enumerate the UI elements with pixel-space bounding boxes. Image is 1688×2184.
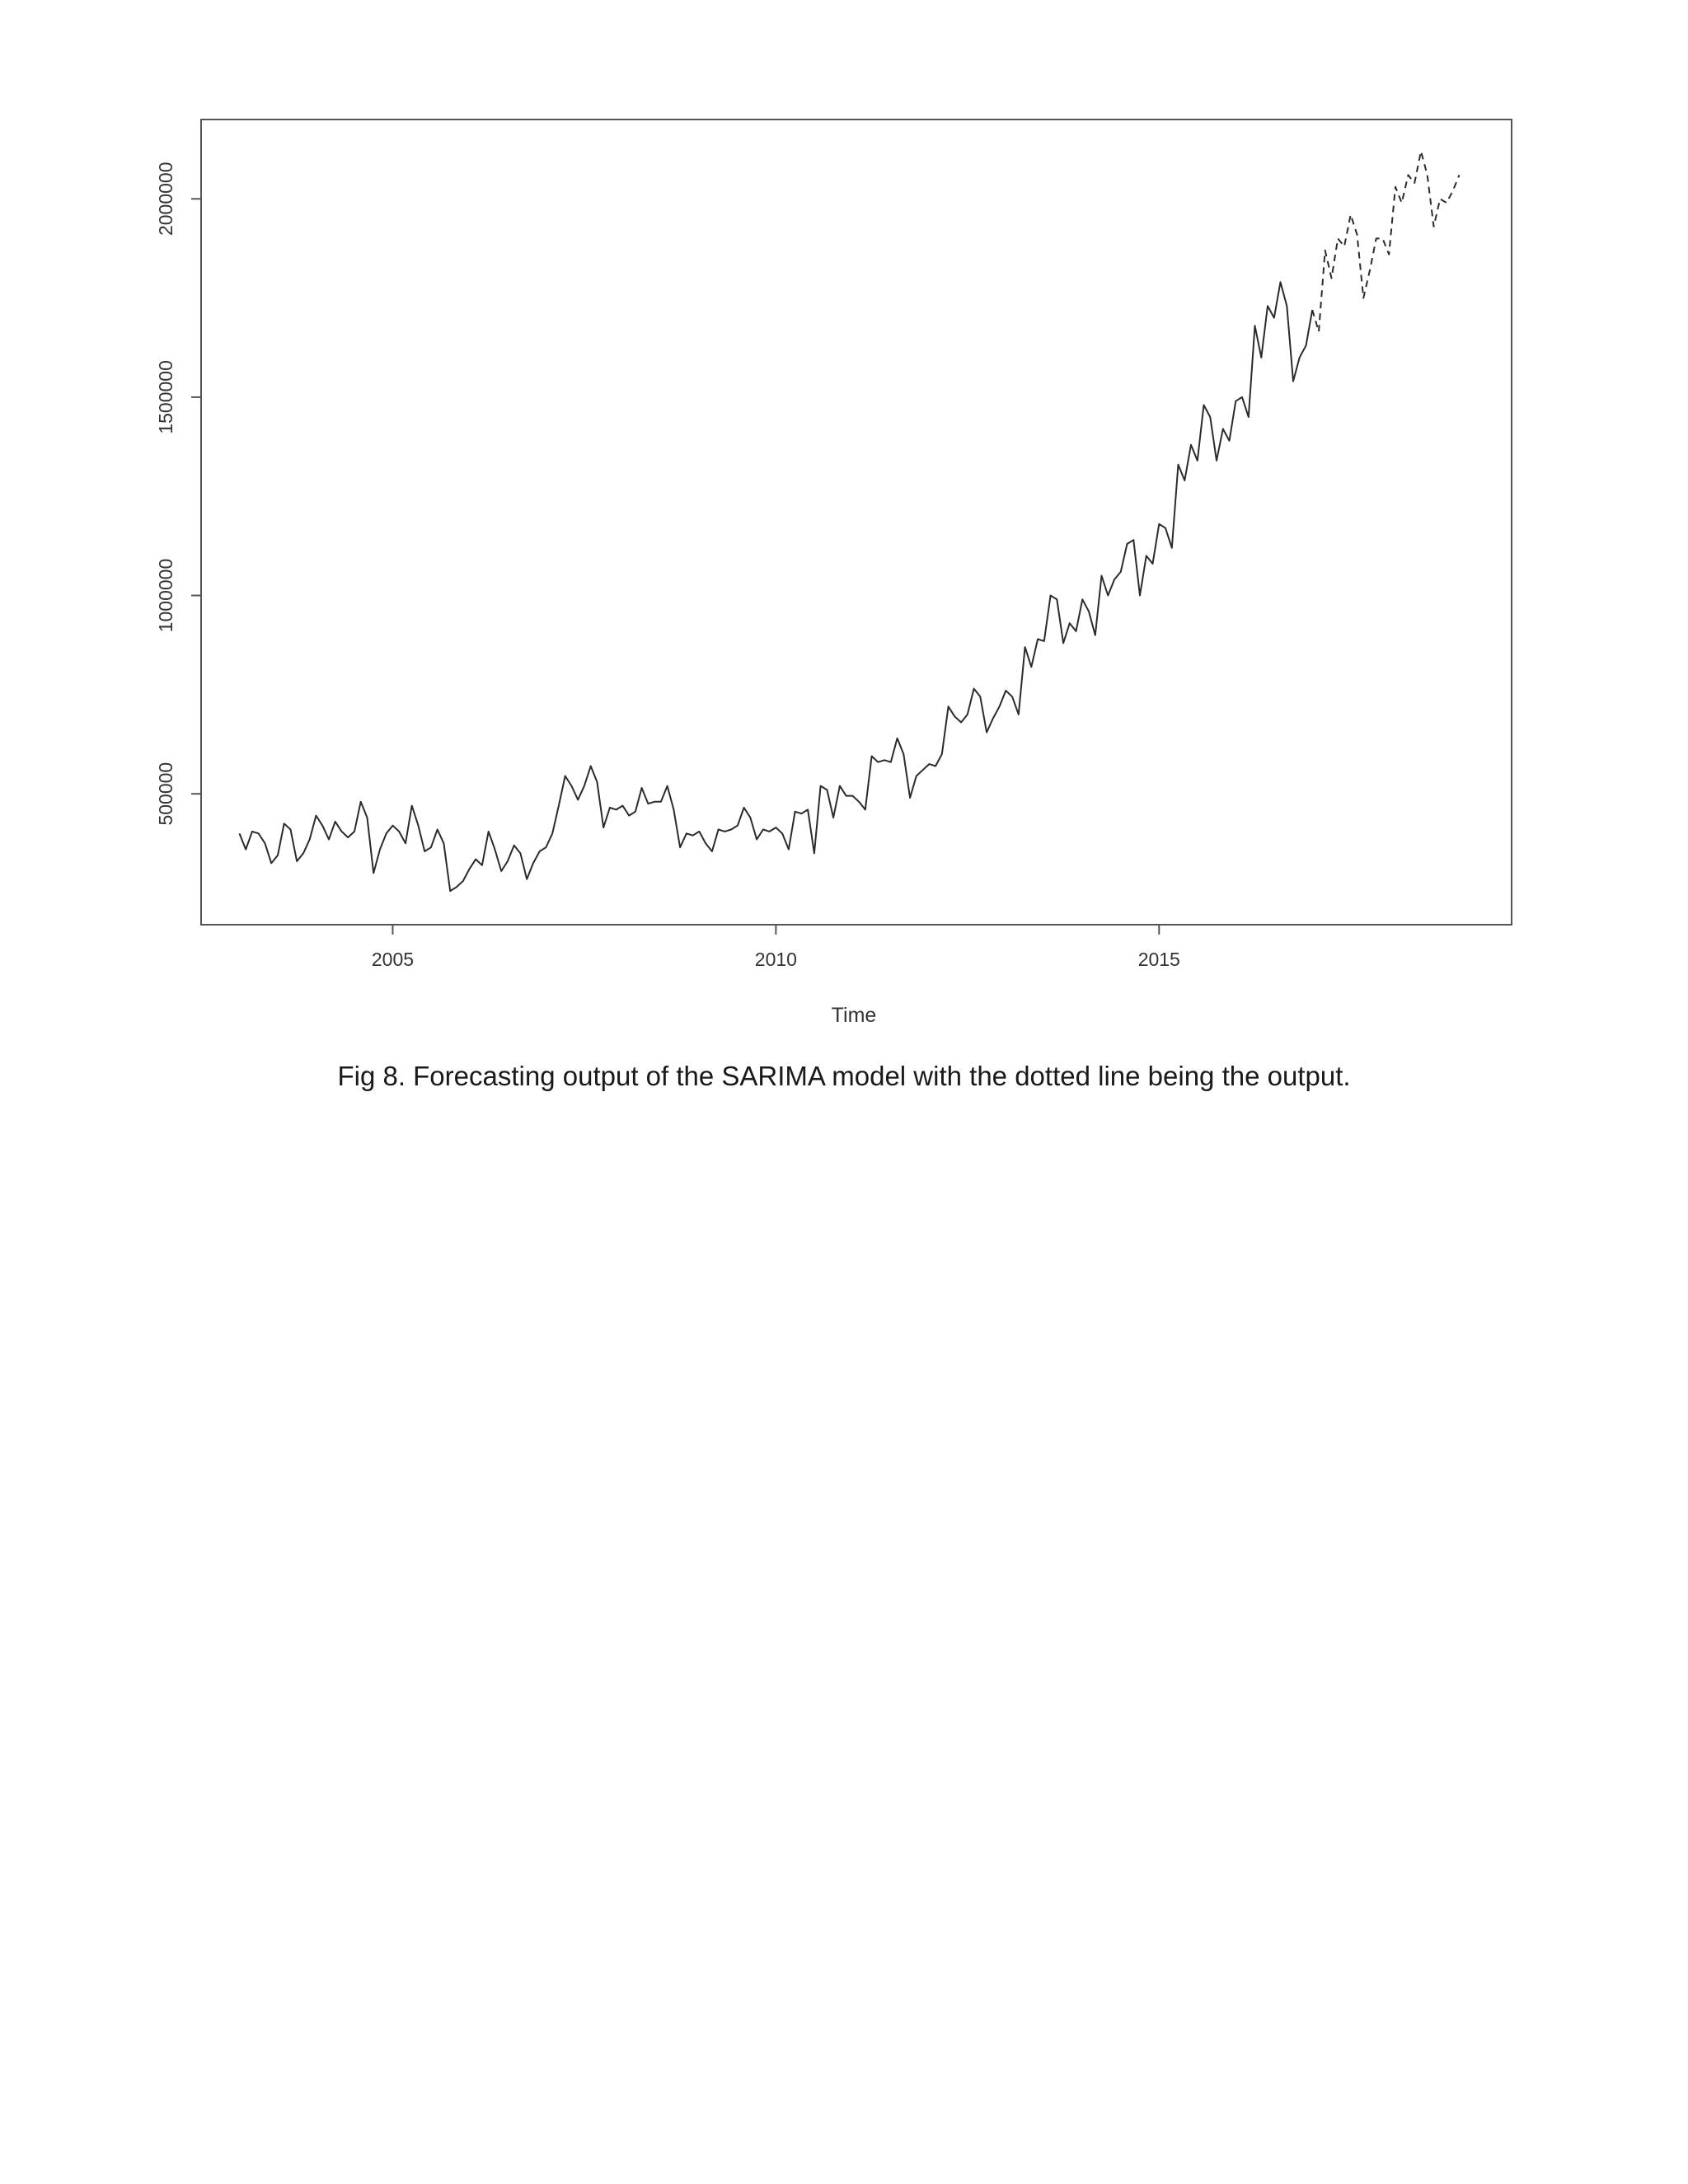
observed-series-line [238, 281, 1314, 893]
x-tick-label: 2010 [755, 949, 797, 970]
y-tick-label: 1500000 [155, 360, 176, 434]
series-layer [238, 150, 1461, 893]
y-axis: 500000 1000000 1500000 2000000 [155, 162, 201, 826]
plot-frame [200, 119, 1512, 926]
y-tick-label: 1000000 [155, 559, 176, 633]
figure-caption: Fig 8. Forecasting output of the SARIMA … [337, 1061, 1351, 1091]
time-series-chart: 500000 1000000 1500000 2000000 2005 2010 2015… [155, 119, 1512, 1027]
x-tick-label: 2005 [372, 949, 414, 970]
chart-figure: 500000 1000000 1500000 2000000 2005 2010 2015… [0, 0, 1688, 1055]
x-axis: 2005 2010 2015 [372, 925, 1180, 970]
forecast-series-line [1311, 150, 1461, 333]
x-axis-title: Time [832, 1004, 877, 1027]
y-tick-label: 2000000 [155, 162, 176, 236]
x-tick-label: 2015 [1138, 949, 1180, 970]
y-tick-label: 500000 [155, 762, 176, 826]
